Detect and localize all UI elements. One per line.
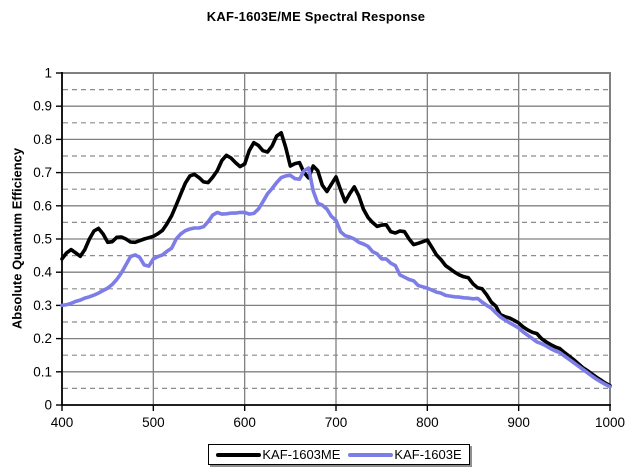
x-tick-label: 600: [233, 415, 256, 430]
y-tick-label: 0.9: [33, 99, 52, 114]
legend-label: KAF-1603ME: [262, 447, 341, 462]
legend-label: KAF-1603E: [394, 447, 462, 462]
y-tick-label: 0.1: [33, 364, 52, 379]
legend: KAF-1603ME KAF-1603E: [208, 444, 470, 465]
legend-item: KAF-1603ME: [216, 447, 340, 462]
y-tick-label: 1: [44, 66, 52, 81]
series-line-kaf-1603me: [60, 131, 612, 388]
y-tick-label: 0.6: [33, 198, 52, 213]
series-line-kaf-1603e: [60, 166, 612, 389]
x-tick-label: 400: [51, 415, 74, 430]
y-tick-label: 0: [44, 398, 52, 413]
y-tick-label: 0.2: [33, 331, 52, 346]
x-tick-label: 1000: [595, 415, 625, 430]
legend-swatch-kaf-1603e: [348, 452, 394, 457]
x-tick-label: 900: [507, 415, 530, 430]
x-tick-label: 700: [325, 415, 348, 430]
y-tick-label: 0.5: [33, 232, 52, 247]
y-tick-label: 0.7: [33, 165, 52, 180]
y-tick-label: 0.3: [33, 298, 52, 313]
x-tick-label: 500: [142, 415, 165, 430]
y-tick-label: 0.8: [33, 132, 52, 147]
chart-title: KAF-1603E/ME Spectral Response: [206, 9, 426, 24]
x-tick-label: 800: [416, 415, 439, 430]
legend-swatch-kaf-1603me: [216, 452, 262, 457]
legend-item: KAF-1603E: [348, 447, 462, 462]
y-tick-label: 0.4: [33, 265, 52, 280]
